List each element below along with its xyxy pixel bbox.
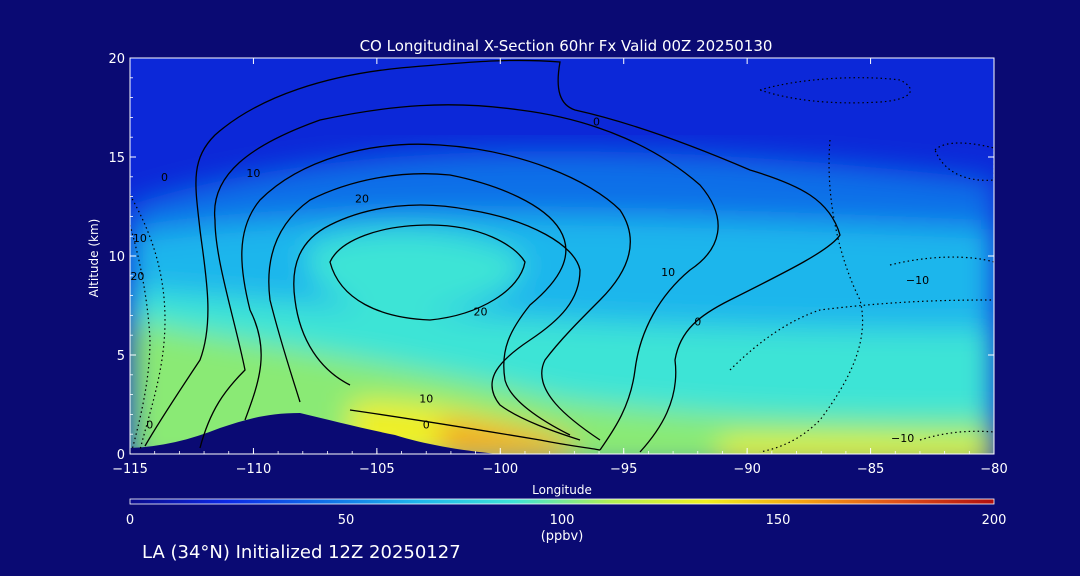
contour-label: −10 bbox=[891, 432, 914, 445]
contour-label: 10 bbox=[246, 167, 260, 180]
contour-label: 20 bbox=[355, 193, 369, 206]
x-tick-label: −100 bbox=[482, 462, 518, 477]
contour-label: 10 bbox=[133, 232, 147, 245]
terrain bbox=[130, 413, 498, 454]
contour-labels: 0 0 0 0 0 10 10 10 10 20 20 20 −10 −10 bbox=[130, 115, 929, 445]
contour-label: 20 bbox=[474, 305, 488, 318]
footer-caption: LA (34°N) Initialized 12Z 20250127 bbox=[142, 542, 461, 563]
contour-label: 20 bbox=[130, 270, 144, 283]
x-tick-label: −90 bbox=[733, 462, 760, 477]
contour-label: 0 bbox=[423, 418, 430, 431]
chart-title: CO Longitudinal X-Section 60hr Fx Valid … bbox=[360, 37, 773, 55]
contour-label: 0 bbox=[146, 418, 153, 431]
y-axis-label: Altitude (km) bbox=[87, 219, 101, 298]
x-tick-label: −85 bbox=[857, 462, 884, 477]
x-axis-label: Longitude bbox=[532, 483, 592, 497]
colorbar-ticks: 0 50 100 150 200 bbox=[126, 513, 1007, 528]
y-axis: 0 5 10 15 20 bbox=[108, 52, 994, 463]
colorbar-unit: (ppbv) bbox=[541, 529, 584, 544]
y-tick-label: 20 bbox=[108, 52, 125, 67]
contour-label: 0 bbox=[593, 115, 600, 128]
y-tick-label: 10 bbox=[108, 250, 125, 265]
y-tick-label: 5 bbox=[117, 349, 125, 364]
y-tick-label: 15 bbox=[108, 151, 125, 166]
y-tick-label: 0 bbox=[117, 448, 125, 463]
contour-label: 10 bbox=[661, 266, 675, 279]
co-concentration-field bbox=[130, 58, 994, 454]
x-tick-label: −105 bbox=[359, 462, 395, 477]
contour-label: −10 bbox=[906, 274, 929, 287]
x-tick-label: −80 bbox=[980, 462, 1007, 477]
x-tick-label: −110 bbox=[236, 462, 272, 477]
contour-label: 0 bbox=[694, 315, 701, 328]
x-tick-label: −115 bbox=[112, 462, 148, 477]
colorbar-tick-label: 200 bbox=[982, 513, 1007, 528]
x-tick-label: −95 bbox=[610, 462, 637, 477]
contour-label: 0 bbox=[161, 171, 168, 184]
colorbar-tick-label: 150 bbox=[766, 513, 791, 528]
contour-label: 10 bbox=[419, 393, 433, 406]
colorbar-tick-label: 100 bbox=[550, 513, 575, 528]
contour-lines bbox=[144, 59, 841, 453]
colorbar-tick-label: 50 bbox=[338, 513, 355, 528]
x-axis: −115 −110 −105 −100 −95 −90 −85 −80 bbox=[112, 58, 1008, 477]
colorbar bbox=[129, 498, 995, 505]
colorbar-tick-label: 0 bbox=[126, 513, 134, 528]
negative-contour-lines bbox=[130, 77, 994, 453]
